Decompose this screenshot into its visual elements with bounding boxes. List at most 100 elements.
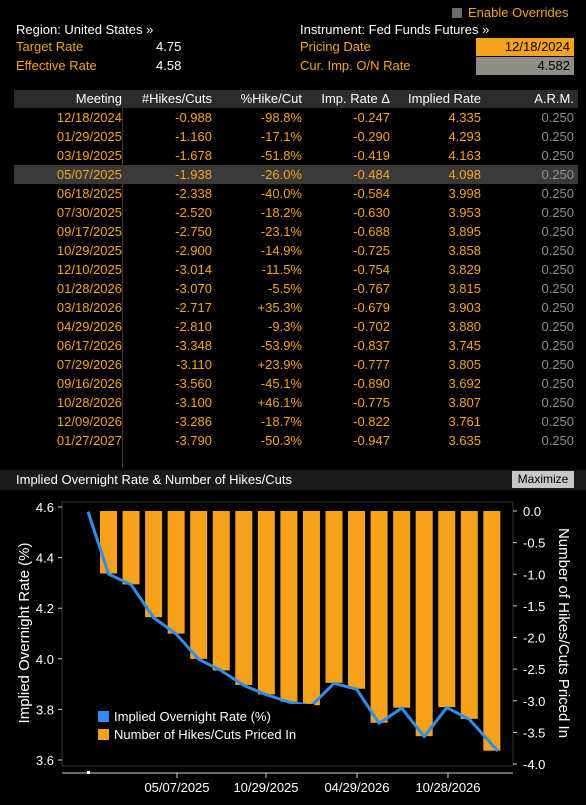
cell-imp-rate-delta: -0.584 bbox=[353, 186, 390, 201]
table-row[interactable]: 04/29/2026 -2.810 -9.3% -0.702 3.880 0.250 bbox=[14, 317, 578, 336]
cell-arm: 0.250 bbox=[541, 357, 574, 372]
table-row[interactable]: 12/10/2025 -3.014 -11.5% -0.754 3.829 0.250 bbox=[14, 260, 578, 279]
cell-arm: 0.250 bbox=[541, 414, 574, 429]
pricing-date-label: Pricing Date bbox=[300, 39, 371, 54]
bar-hikes-cuts bbox=[483, 511, 501, 751]
cell-implied-rate: 3.761 bbox=[448, 414, 481, 429]
cell-hikes-cuts: -3.790 bbox=[175, 433, 212, 448]
table-row[interactable]: 06/17/2026 -3.348 -53.9% -0.837 3.745 0.250 bbox=[14, 336, 578, 355]
cell-pct-hike-cut: -11.5% bbox=[261, 262, 302, 277]
cell-implied-rate: 3.880 bbox=[448, 319, 481, 334]
cell-hikes-cuts: -2.810 bbox=[175, 319, 212, 334]
chart-header-bar bbox=[0, 470, 586, 490]
right-axis-title: Number of Hikes/Cuts Priced In bbox=[555, 528, 572, 738]
col-header-pct-hike-cut[interactable]: %Hike/Cut bbox=[240, 91, 302, 106]
col-header-arm[interactable]: A.R.M. bbox=[534, 91, 574, 106]
cell-imp-rate-delta: -0.702 bbox=[353, 319, 390, 334]
cell-arm: 0.250 bbox=[541, 262, 574, 277]
table-row[interactable]: 10/29/2025 -2.900 -14.9% -0.725 3.858 0.250 bbox=[14, 241, 578, 260]
cell-hikes-cuts: -3.100 bbox=[175, 395, 212, 410]
table-row[interactable]: 07/30/2025 -2.520 -18.2% -0.630 3.953 0.250 bbox=[14, 203, 578, 222]
col-header-hikes-cuts[interactable]: #Hikes/Cuts bbox=[141, 91, 212, 106]
cell-meeting: 09/16/2026 bbox=[56, 376, 122, 391]
cell-meeting: 06/17/2026 bbox=[56, 338, 122, 353]
col-header-implied-rate[interactable]: Implied Rate bbox=[408, 91, 481, 106]
table-row[interactable]: 10/28/2026 -3.100 +46.1% -0.775 3.807 0.250 bbox=[14, 393, 578, 412]
cell-imp-rate-delta: -0.688 bbox=[353, 224, 390, 239]
cell-imp-rate-delta: -0.247 bbox=[353, 110, 390, 125]
cell-pct-hike-cut: -26.0% bbox=[260, 167, 302, 182]
cell-meeting: 12/18/2024 bbox=[56, 110, 122, 125]
table-row[interactable]: 05/07/2025 -1.938 -26.0% -0.484 4.098 0.250 bbox=[14, 165, 578, 184]
cell-implied-rate: 3.745 bbox=[448, 338, 481, 353]
cell-pct-hike-cut: -98.8% bbox=[260, 110, 302, 125]
legend-swatch-line bbox=[98, 711, 109, 722]
region-selector[interactable]: Region: United States » bbox=[16, 22, 154, 37]
legend-box bbox=[92, 704, 314, 748]
table-row[interactable]: 12/09/2026 -3.286 -18.7% -0.822 3.761 0.250 bbox=[14, 412, 578, 431]
table-row[interactable]: 06/18/2025 -2.338 -40.0% -0.584 3.998 0.250 bbox=[14, 184, 578, 203]
table-row[interactable]: 09/17/2025 -2.750 -23.1% -0.688 3.895 0.250 bbox=[14, 222, 578, 241]
x-axis-start-marker bbox=[87, 771, 90, 774]
enable-overrides-checkbox[interactable] bbox=[452, 8, 462, 18]
table-row[interactable]: 09/16/2026 -3.560 -45.1% -0.890 3.692 0.250 bbox=[14, 374, 578, 393]
chart-title: Implied Overnight Rate & Number of Hikes… bbox=[16, 472, 292, 487]
cell-implied-rate: 3.895 bbox=[448, 224, 481, 239]
cell-imp-rate-delta: -0.777 bbox=[353, 357, 390, 372]
left-axis-tick-label: 3.8 bbox=[36, 702, 54, 717]
x-axis-tick-label: 10/28/2026 bbox=[415, 780, 480, 795]
table-header bbox=[14, 90, 578, 108]
cell-arm: 0.250 bbox=[541, 319, 574, 334]
table-row[interactable]: 03/18/2026 -2.717 +35.3% -0.679 3.903 0.250 bbox=[14, 298, 578, 317]
bar-hikes-cuts bbox=[100, 511, 117, 574]
enable-overrides-label[interactable]: Enable Overrides bbox=[468, 5, 569, 20]
cell-imp-rate-delta: -0.837 bbox=[353, 338, 390, 353]
right-axis-tick-label: 0.0 bbox=[523, 504, 541, 519]
left-axis-tick-label: 4.6 bbox=[36, 500, 54, 515]
cell-imp-rate-delta: -0.822 bbox=[353, 414, 390, 429]
table-row[interactable]: 01/27/2027 -3.790 -50.3% -0.947 3.635 0.250 bbox=[14, 431, 578, 450]
col-header-meeting[interactable]: Meeting bbox=[75, 91, 122, 106]
left-axis-tick-label: 3.6 bbox=[36, 753, 54, 768]
line-implied-rate bbox=[86, 511, 500, 753]
cell-arm: 0.250 bbox=[541, 243, 574, 258]
cell-pct-hike-cut: -40.0% bbox=[260, 186, 302, 201]
table-row[interactable]: 01/28/2026 -3.070 -5.5% -0.767 3.815 0.250 bbox=[14, 279, 578, 298]
cell-imp-rate-delta: -0.754 bbox=[353, 262, 390, 277]
bar-hikes-cuts bbox=[460, 511, 478, 719]
table-row[interactable]: 07/29/2026 -3.110 +23.9% -0.777 3.805 0.250 bbox=[14, 355, 578, 374]
maximize-button[interactable]: Maximize bbox=[512, 471, 574, 488]
bar-hikes-cuts bbox=[235, 511, 253, 685]
right-axis-tick-label: -1.5 bbox=[523, 599, 545, 614]
cell-imp-rate-delta: -0.775 bbox=[353, 395, 390, 410]
left-axis-tick-label: 4.2 bbox=[36, 601, 54, 616]
cell-hikes-cuts: -2.338 bbox=[175, 186, 212, 201]
bar-hikes-cuts bbox=[167, 511, 185, 634]
table-row[interactable]: 01/29/2025 -1.160 -17.1% -0.290 4.293 0.250 bbox=[14, 127, 578, 146]
cell-hikes-cuts: -2.900 bbox=[175, 243, 212, 258]
cell-implied-rate: 3.635 bbox=[448, 433, 481, 448]
cell-imp-rate-delta: -0.290 bbox=[353, 129, 390, 144]
cur-imp-rate-input[interactable]: 4.582 bbox=[476, 57, 574, 75]
cell-implied-rate: 3.807 bbox=[448, 395, 481, 410]
bar-hikes-cuts bbox=[145, 511, 163, 618]
left-axis-title: Implied Overnight Rate (%) bbox=[16, 543, 33, 724]
cell-imp-rate-delta: -0.767 bbox=[353, 281, 390, 296]
pricing-date-input[interactable]: 12/18/2024 bbox=[476, 38, 574, 56]
cell-pct-hike-cut: -9.3% bbox=[268, 319, 302, 334]
cur-imp-rate-label: Cur. Imp. O/N Rate bbox=[300, 58, 411, 73]
effective-rate-value: 4.58 bbox=[156, 58, 182, 73]
col-header-imp-rate-delta[interactable]: Imp. Rate Δ bbox=[321, 91, 390, 106]
cell-hikes-cuts: -3.110 bbox=[176, 357, 212, 372]
bar-hikes-cuts bbox=[257, 511, 275, 695]
cell-pct-hike-cut: +46.1% bbox=[257, 395, 302, 410]
table-row[interactable]: 12/18/2024 -0.988 -98.8% -0.247 4.335 0.250 bbox=[14, 108, 578, 127]
right-axis-tick-label: -4.0 bbox=[523, 757, 545, 772]
bar-hikes-cuts bbox=[280, 511, 298, 702]
cell-implied-rate: 3.903 bbox=[448, 300, 481, 315]
plot-area bbox=[61, 501, 514, 767]
table-row[interactable]: 03/19/2025 -1.678 -51.8% -0.419 4.163 0.250 bbox=[14, 146, 578, 165]
cell-pct-hike-cut: -17.1% bbox=[260, 129, 302, 144]
instrument-selector[interactable]: Instrument: Fed Funds Futures » bbox=[300, 22, 490, 37]
legend-label-bar: Number of Hikes/Cuts Priced In bbox=[114, 727, 296, 742]
